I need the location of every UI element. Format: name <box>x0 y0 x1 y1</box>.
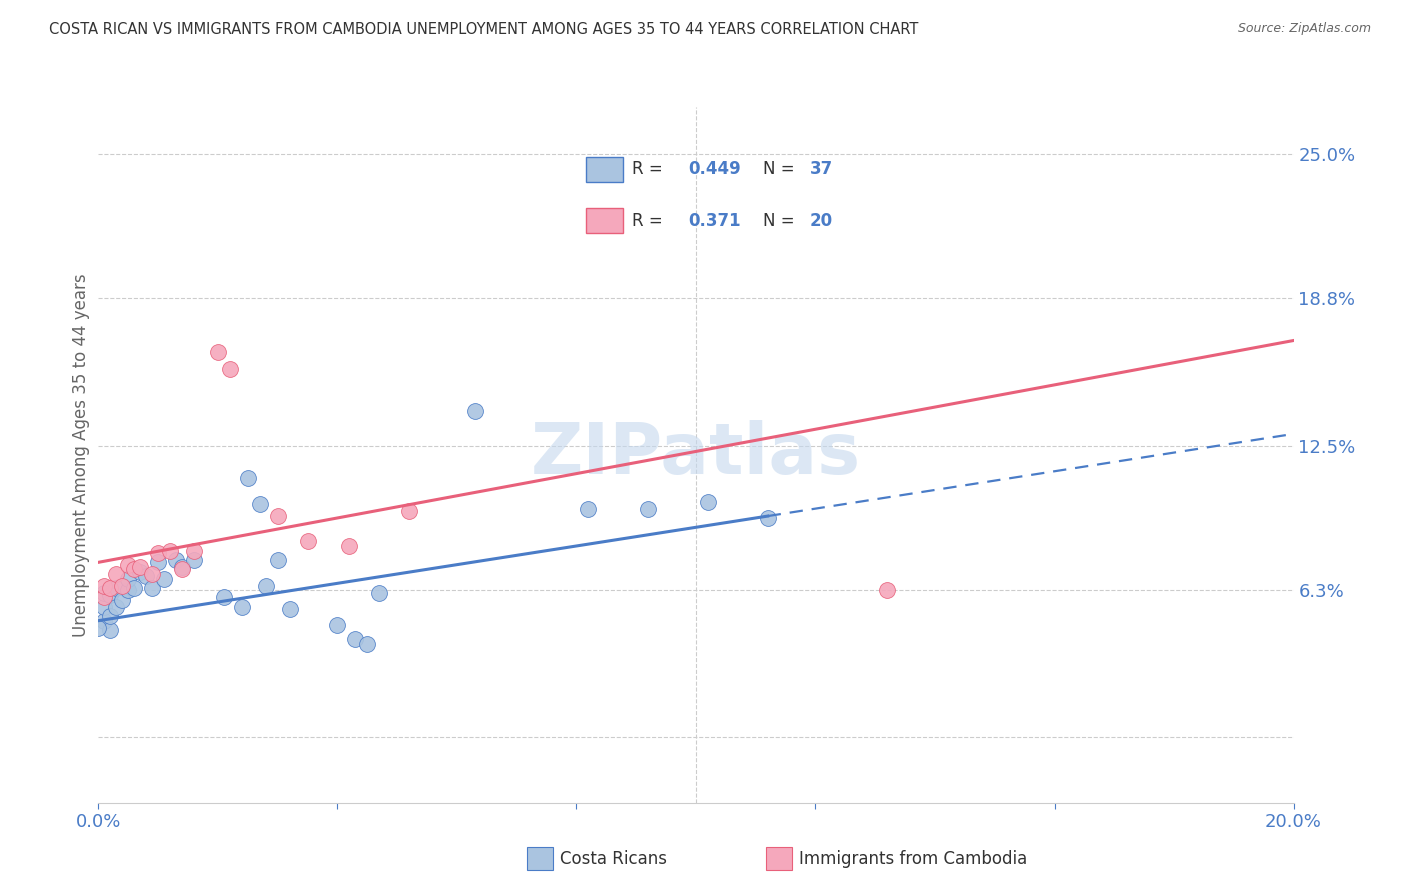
Point <box>93 579 115 593</box>
Point <box>87 621 110 635</box>
Point <box>117 583 139 598</box>
Point <box>278 602 301 616</box>
Point <box>212 591 235 605</box>
Text: 0.449: 0.449 <box>689 161 741 178</box>
Text: 37: 37 <box>810 161 832 178</box>
Point <box>135 569 157 583</box>
Bar <box>586 209 623 233</box>
Point <box>159 543 181 558</box>
Point <box>267 553 290 567</box>
Point <box>129 560 152 574</box>
Point <box>254 579 277 593</box>
Point <box>183 543 205 558</box>
Point <box>356 637 378 651</box>
Point <box>93 614 115 628</box>
Bar <box>586 157 623 182</box>
Point <box>249 497 271 511</box>
Point <box>876 583 898 598</box>
Text: Immigrants from Cambodia: Immigrants from Cambodia <box>799 849 1026 868</box>
Point <box>111 579 134 593</box>
Point <box>141 581 163 595</box>
Text: Costa Ricans: Costa Ricans <box>560 849 666 868</box>
Point <box>98 623 122 637</box>
Y-axis label: Unemployment Among Ages 35 to 44 years: Unemployment Among Ages 35 to 44 years <box>72 273 90 637</box>
Point <box>148 546 170 560</box>
Point <box>207 345 229 359</box>
Point <box>117 558 139 572</box>
Point <box>183 553 205 567</box>
Text: ZIPatlas: ZIPatlas <box>531 420 860 490</box>
Point <box>326 618 349 632</box>
Point <box>153 572 176 586</box>
Text: COSTA RICAN VS IMMIGRANTS FROM CAMBODIA UNEMPLOYMENT AMONG AGES 35 TO 44 YEARS C: COSTA RICAN VS IMMIGRANTS FROM CAMBODIA … <box>49 22 918 37</box>
Text: 20: 20 <box>810 211 832 229</box>
Text: Source: ZipAtlas.com: Source: ZipAtlas.com <box>1237 22 1371 36</box>
Point <box>267 508 290 523</box>
Point <box>93 591 115 605</box>
Point <box>105 599 128 614</box>
Point <box>231 599 253 614</box>
Point <box>93 585 115 599</box>
Point <box>124 562 146 576</box>
Point <box>111 592 134 607</box>
Point <box>756 511 779 525</box>
Point <box>148 555 170 569</box>
Point <box>578 501 600 516</box>
Text: N =: N = <box>763 211 800 229</box>
Point <box>398 504 420 518</box>
Point <box>236 471 259 485</box>
Point <box>141 566 163 581</box>
Point <box>297 534 319 549</box>
Point <box>129 565 152 579</box>
Point <box>98 581 122 595</box>
Point <box>98 588 122 602</box>
Point <box>93 599 115 614</box>
Point <box>165 553 187 567</box>
Point <box>697 494 720 508</box>
Point <box>368 585 391 599</box>
Text: 0.371: 0.371 <box>689 211 741 229</box>
Point <box>105 566 128 581</box>
Text: R =: R = <box>633 161 668 178</box>
Point <box>464 403 486 417</box>
Point <box>172 562 194 576</box>
Point <box>124 581 146 595</box>
Point <box>339 539 360 553</box>
Point <box>637 501 659 516</box>
Point <box>117 572 139 586</box>
Text: N =: N = <box>763 161 800 178</box>
Point <box>98 609 122 624</box>
Point <box>344 632 367 647</box>
Text: R =: R = <box>633 211 673 229</box>
Point <box>219 361 242 376</box>
Point <box>172 560 194 574</box>
Point <box>105 581 128 595</box>
